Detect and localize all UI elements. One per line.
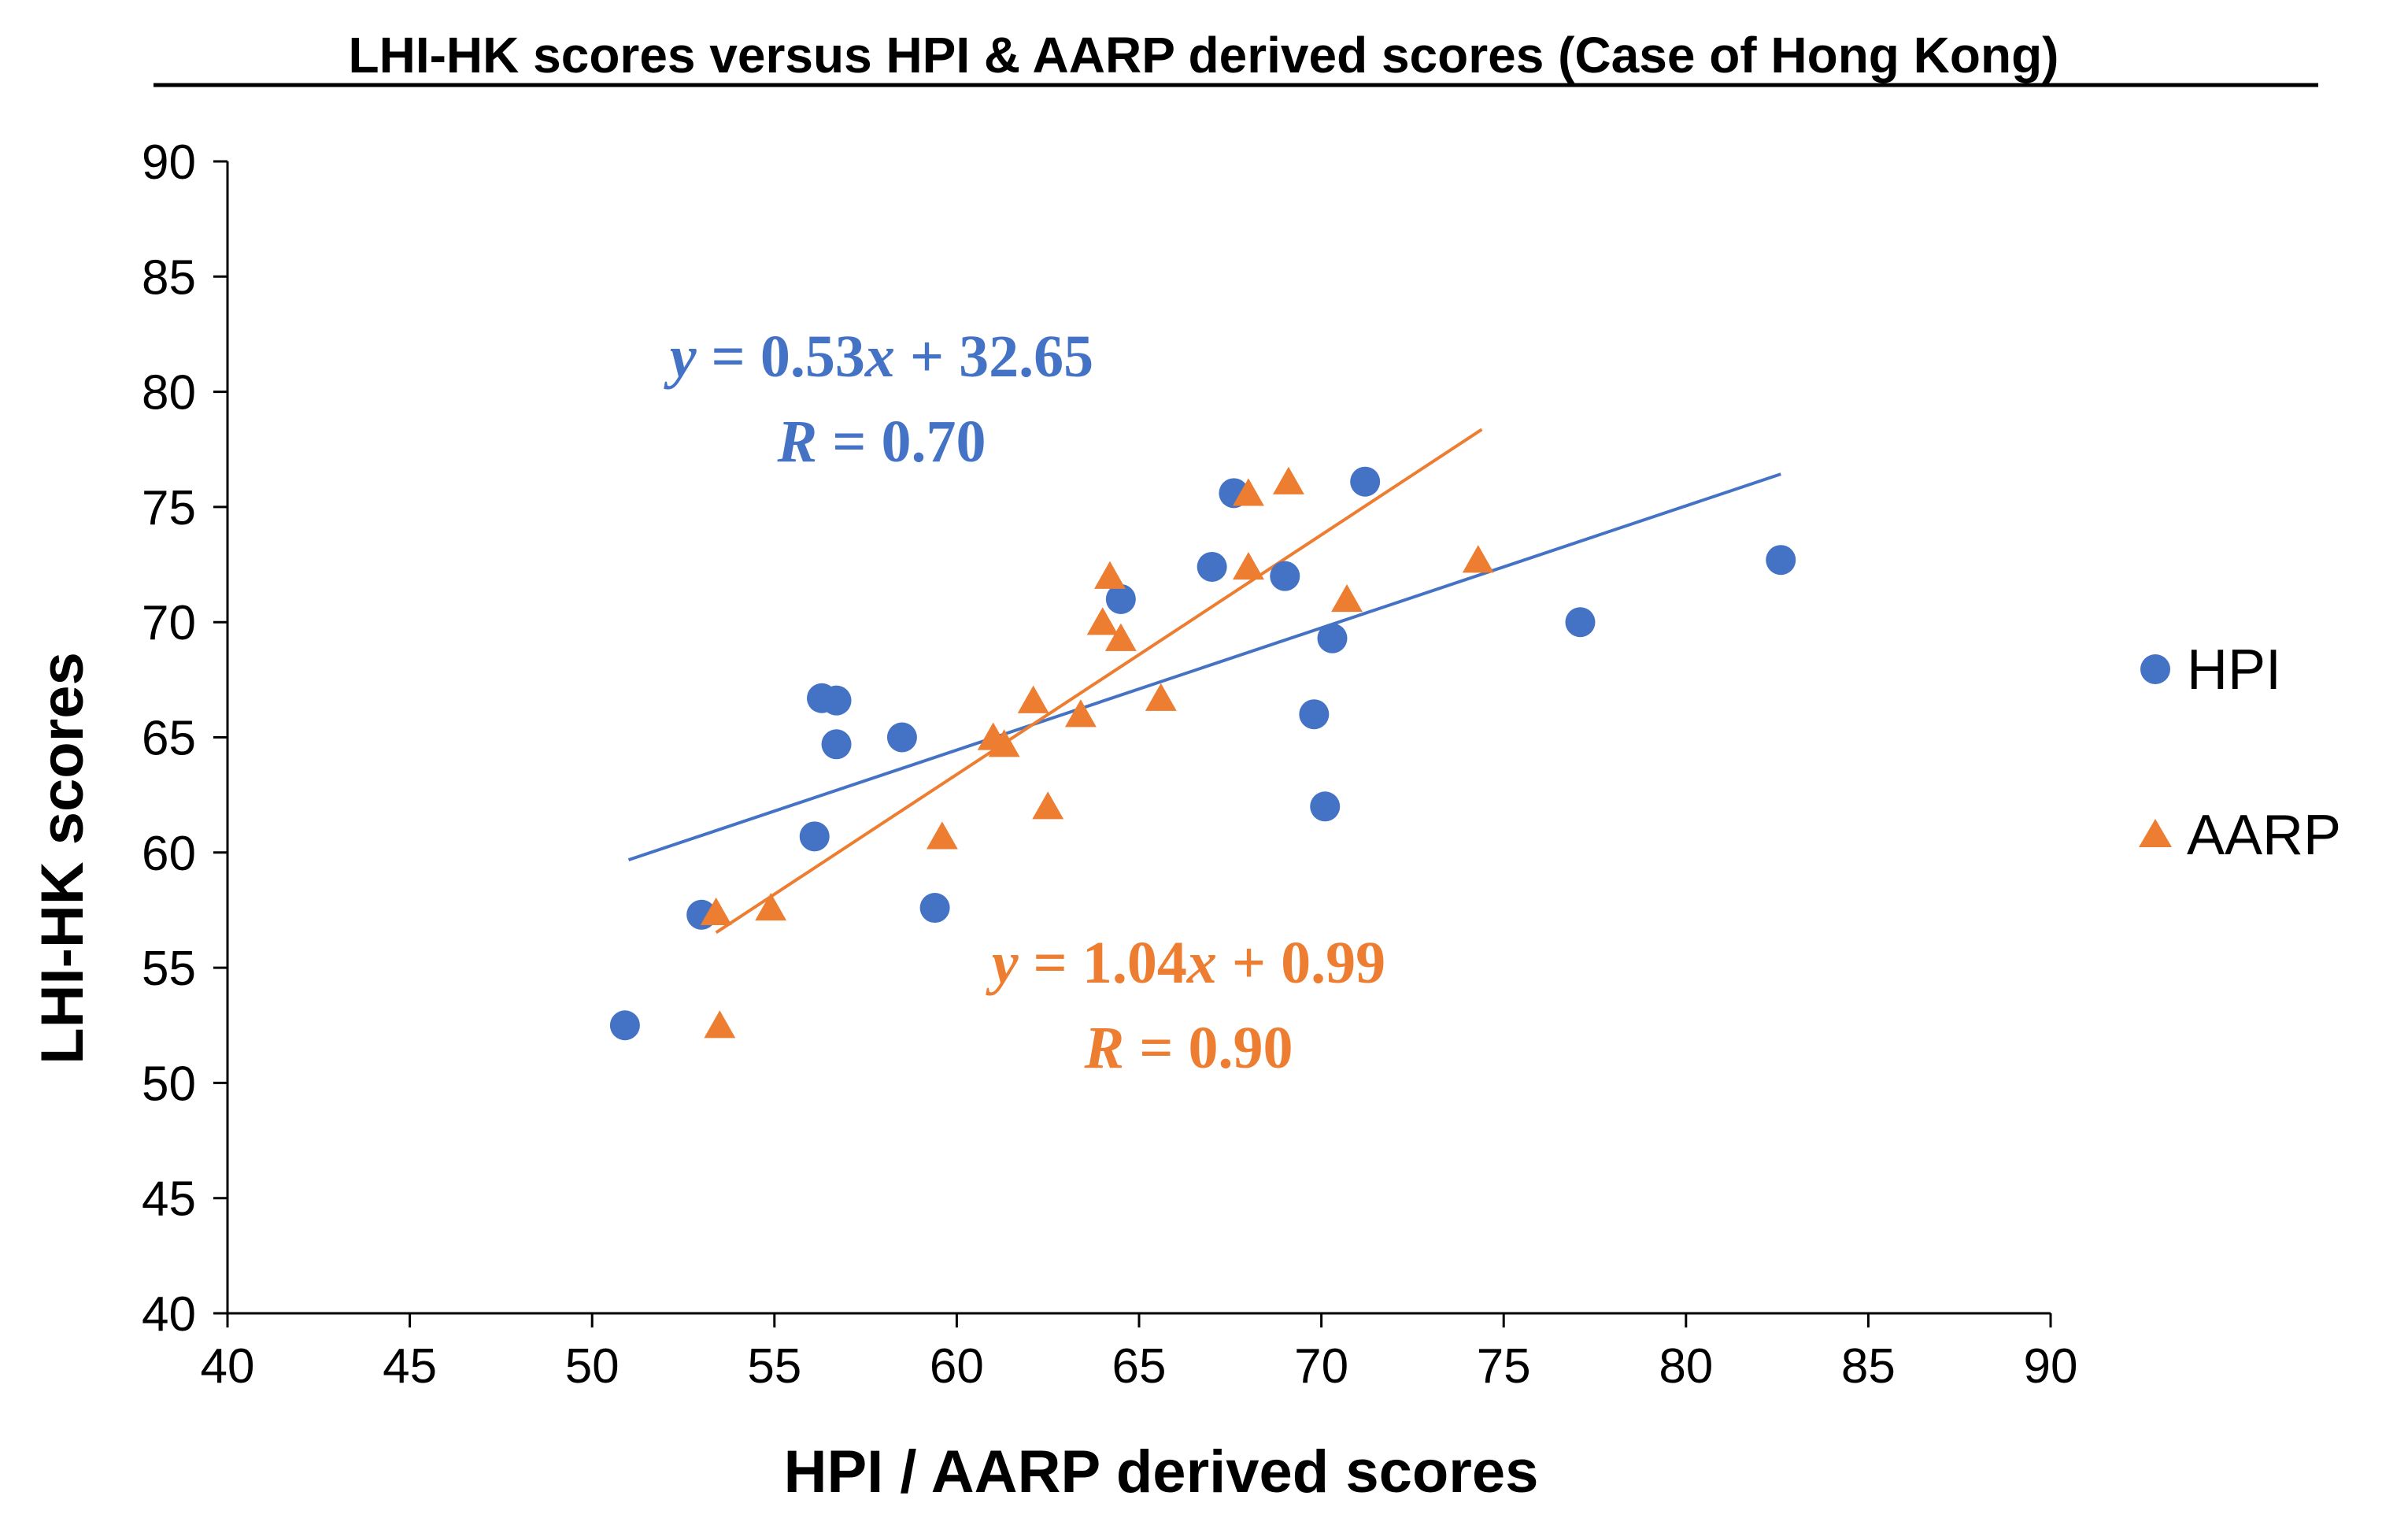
y-axis-label: LHI-HK scores xyxy=(29,652,96,1064)
x-ticks: 40 45 50 55 60 65 70 75 80 85 90 xyxy=(201,1313,2078,1394)
hpi-point xyxy=(886,722,917,753)
hpi-point xyxy=(1350,466,1381,497)
hpi-point xyxy=(919,893,950,924)
hpi-point xyxy=(821,729,852,760)
legend-hpi-label: HPI xyxy=(2187,639,2281,702)
y-tick-label: 85 xyxy=(142,250,196,305)
hpi-point xyxy=(1270,561,1300,591)
aarp-point xyxy=(926,821,958,850)
x-tick-label: 65 xyxy=(1112,1339,1167,1394)
hpi-r-annotation: R = 0.70 xyxy=(776,409,986,475)
hpi-point xyxy=(609,1010,640,1041)
aarp-point xyxy=(1233,551,1264,580)
legend-aarp-marker xyxy=(2139,819,2172,847)
aarp-series xyxy=(700,466,1494,1039)
legend-aarp-label: AARP xyxy=(2187,804,2341,867)
hpi-point xyxy=(1299,699,1330,730)
hpi-point xyxy=(821,685,852,716)
aarp-point xyxy=(1104,623,1137,651)
x-tick-label: 80 xyxy=(1659,1339,1713,1394)
hpi-point xyxy=(1105,583,1136,614)
x-tick-label: 45 xyxy=(383,1339,437,1394)
hpi-series xyxy=(609,466,1796,1041)
y-tick-label: 60 xyxy=(142,827,196,881)
hpi-equation-annotation: y = 0.53x + 32.65 xyxy=(664,324,1093,390)
aarp-r-annotation: R = 0.90 xyxy=(1083,1015,1293,1081)
y-tick-label: 65 xyxy=(142,712,196,766)
y-tick-label: 55 xyxy=(142,942,196,996)
y-ticks: 40 45 50 55 60 65 70 75 80 85 90 xyxy=(142,135,227,1342)
hpi-point xyxy=(1565,607,1596,638)
axes xyxy=(226,161,2051,1315)
x-tick-label: 40 xyxy=(201,1339,255,1394)
x-tick-label: 75 xyxy=(1477,1339,1531,1394)
aarp-equation-annotation: y = 1.04x + 0.99 xyxy=(986,930,1385,996)
y-tick-label: 40 xyxy=(142,1287,196,1342)
aarp-trendline xyxy=(715,428,1483,935)
hpi-point xyxy=(799,821,830,852)
aarp-point xyxy=(1064,699,1097,728)
x-tick-label: 50 xyxy=(565,1339,620,1394)
hpi-point xyxy=(1766,545,1796,576)
aarp-point xyxy=(1093,561,1126,589)
aarp-point xyxy=(1272,466,1304,494)
aarp-point xyxy=(1462,545,1494,573)
aarp-point xyxy=(1331,583,1363,613)
hpi-point xyxy=(1317,623,1348,653)
trendlines xyxy=(627,428,1781,935)
legend-hpi-marker xyxy=(2140,654,2170,684)
x-tick-label: 85 xyxy=(1841,1339,1896,1394)
hpi-point xyxy=(1197,551,1227,582)
chart-title: LHI-HK scores versus HPI & AARP derived … xyxy=(349,27,2059,83)
y-tick-label: 90 xyxy=(142,135,196,190)
y-tick-label: 50 xyxy=(142,1057,196,1111)
aarp-point xyxy=(755,893,787,921)
y-tick-label: 70 xyxy=(142,596,196,650)
aarp-point xyxy=(1086,607,1119,635)
y-tick-label: 80 xyxy=(142,366,196,420)
hpi-point xyxy=(1310,791,1341,822)
hpi-trendline xyxy=(627,472,1781,862)
x-axis-label: HPI / AARP derived scores xyxy=(784,1438,1539,1505)
y-tick-label: 45 xyxy=(142,1172,196,1227)
x-tick-label: 70 xyxy=(1294,1339,1348,1394)
x-tick-label: 55 xyxy=(747,1339,801,1394)
aarp-point xyxy=(1032,791,1064,820)
x-tick-label: 90 xyxy=(2024,1339,2078,1394)
aarp-point xyxy=(1233,478,1264,506)
y-tick-label: 75 xyxy=(142,481,196,535)
aarp-point xyxy=(700,897,732,926)
aarp-point xyxy=(988,729,1020,757)
legend: HPI AARP xyxy=(2139,639,2341,867)
aarp-point xyxy=(1017,685,1049,713)
aarp-point xyxy=(1145,683,1177,711)
x-tick-label: 60 xyxy=(930,1339,984,1394)
aarp-point xyxy=(704,1010,736,1039)
